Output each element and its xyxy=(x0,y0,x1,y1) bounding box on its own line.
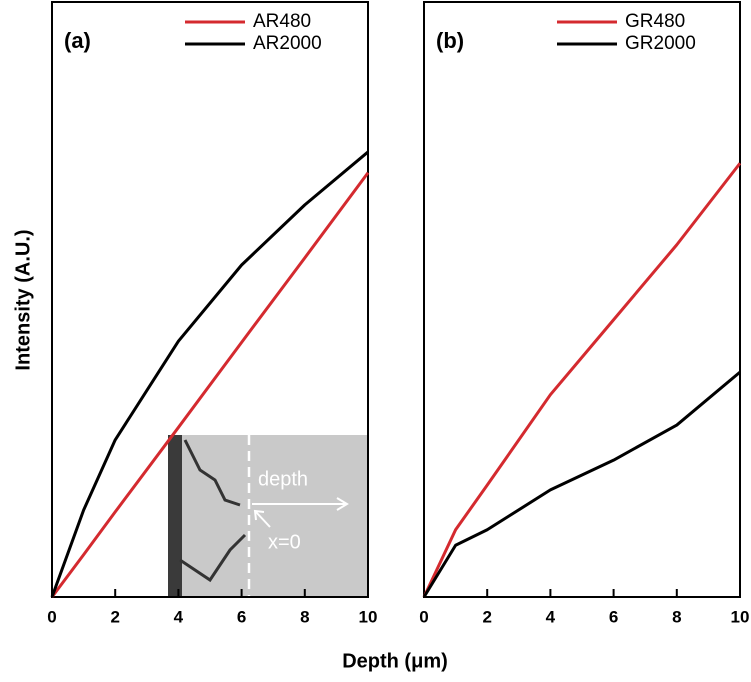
panel-label: (b) xyxy=(436,28,464,53)
x-axis-label: Depth (μm) xyxy=(342,650,448,672)
x-tick-label: 2 xyxy=(110,607,119,626)
x-tick-label: 4 xyxy=(174,607,184,626)
x-tick-label: 0 xyxy=(419,607,428,626)
inset-bg xyxy=(168,435,368,597)
panel-label: (a) xyxy=(64,28,91,53)
plot-frame xyxy=(51,1,369,598)
annotation: depth xyxy=(258,468,308,490)
legend-label: AR2000 xyxy=(253,33,322,54)
x-tick-label: 10 xyxy=(359,607,378,626)
x-tick-label: 8 xyxy=(300,607,309,626)
y-axis-label: Intensity (A.U.) xyxy=(12,229,34,370)
x-tick-label: 2 xyxy=(482,607,491,626)
x-tick-label: 10 xyxy=(731,607,750,626)
annotation: x=0 xyxy=(268,531,301,553)
x-tick-label: 0 xyxy=(47,607,56,626)
x-tick-label: 6 xyxy=(609,607,618,626)
x-tick-label: 8 xyxy=(672,607,681,626)
inset-edge xyxy=(168,435,182,597)
inset-arrowhead xyxy=(253,509,265,521)
series-line xyxy=(422,162,742,598)
inset-arrow xyxy=(255,511,271,528)
inset-arrowhead xyxy=(336,497,349,511)
legend-label: GR480 xyxy=(625,11,685,32)
inset-image xyxy=(168,435,368,597)
series-line xyxy=(422,370,741,598)
plot-frame xyxy=(423,1,741,598)
legend-label: AR480 xyxy=(253,11,311,32)
series-line xyxy=(50,150,369,598)
inset-crack xyxy=(179,439,247,583)
x-tick-label: 6 xyxy=(237,607,246,626)
series-line xyxy=(50,171,370,598)
x-tick-label: 4 xyxy=(546,607,556,626)
legend-label: GR2000 xyxy=(625,33,696,54)
